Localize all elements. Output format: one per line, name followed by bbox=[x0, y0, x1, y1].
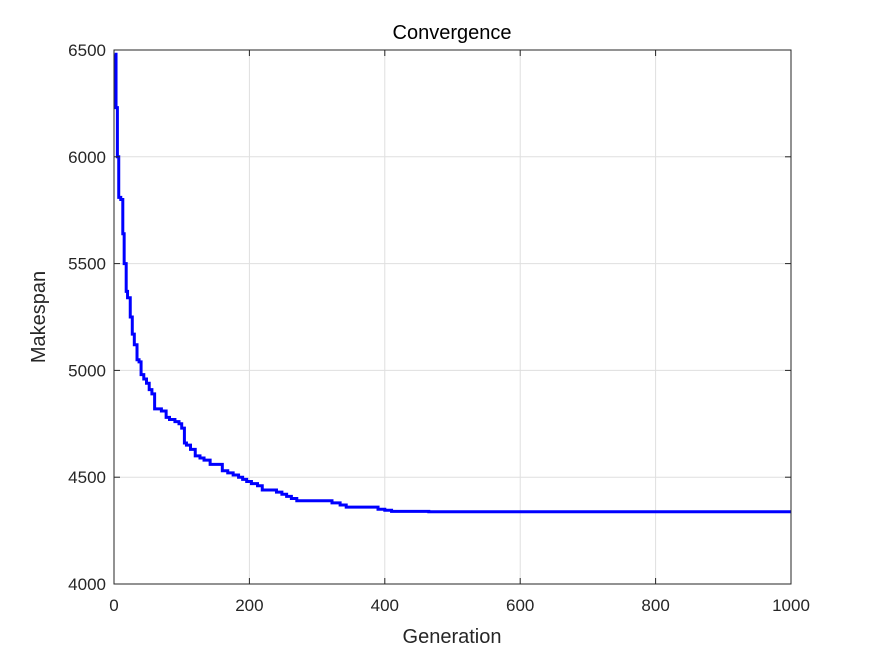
chart-title: Convergence bbox=[393, 22, 512, 44]
x-tick-label: 0 bbox=[109, 596, 118, 615]
y-axis-label: Makespan bbox=[28, 271, 50, 363]
y-tick-label: 5000 bbox=[68, 361, 106, 380]
x-tick-label: 1000 bbox=[772, 596, 810, 615]
y-tick-label: 6000 bbox=[68, 148, 106, 167]
y-tick-label: 4500 bbox=[68, 468, 106, 487]
x-tick-label: 400 bbox=[371, 596, 399, 615]
grid-lines bbox=[113, 49, 792, 585]
x-axis-label: Generation bbox=[403, 626, 502, 648]
series-layer bbox=[114, 52, 791, 514]
y-tick-label: 5500 bbox=[68, 255, 106, 274]
x-tick-label: 200 bbox=[235, 596, 263, 615]
x-tick-label: 800 bbox=[641, 596, 669, 615]
plot-area bbox=[114, 50, 791, 584]
x-axis-ticks: 0 200 400 600 800 1000 bbox=[109, 50, 810, 615]
y-axis-ticks: 4000 4500 5000 5500 6000 6500 bbox=[68, 41, 791, 594]
y-tick-label: 6500 bbox=[68, 41, 106, 60]
axes-box bbox=[113, 49, 792, 585]
series-line bbox=[114, 52, 791, 514]
x-tick-label: 600 bbox=[506, 596, 534, 615]
y-tick-label: 4000 bbox=[68, 575, 106, 594]
